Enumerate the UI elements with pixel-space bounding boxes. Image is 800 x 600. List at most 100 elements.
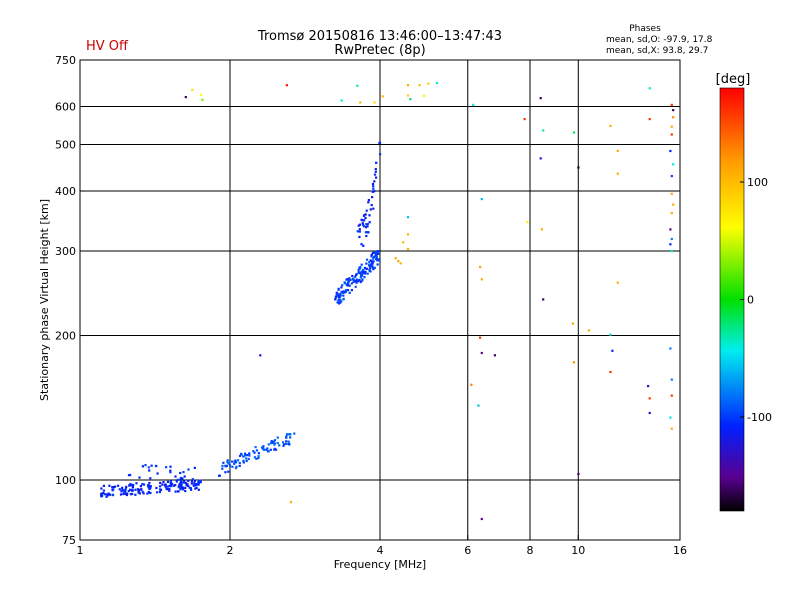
data-point	[402, 241, 405, 244]
data-point	[285, 436, 288, 439]
data-point	[358, 235, 361, 239]
data-point	[221, 467, 224, 470]
data-point	[669, 228, 672, 231]
data-point	[364, 267, 367, 270]
data-point	[358, 266, 361, 269]
data-point	[200, 93, 203, 96]
data-point	[435, 81, 438, 85]
data-point	[190, 482, 193, 485]
data-point	[368, 267, 372, 270]
data-point	[184, 481, 187, 484]
data-point	[375, 161, 378, 164]
data-point	[128, 484, 131, 487]
data-point	[221, 464, 224, 467]
data-point	[257, 455, 260, 458]
data-point	[233, 460, 236, 463]
data-point	[336, 291, 339, 294]
data-point	[365, 234, 368, 238]
hv-status-label: HV Off	[86, 39, 129, 54]
data-point	[672, 163, 675, 166]
data-point	[225, 464, 228, 467]
data-point	[237, 459, 240, 462]
data-point	[248, 454, 251, 457]
data-point	[147, 484, 150, 487]
data-point	[276, 436, 279, 439]
data-point	[348, 291, 351, 294]
data-point	[245, 459, 248, 463]
data-point	[147, 491, 150, 494]
data-point	[131, 488, 134, 491]
data-point	[347, 281, 350, 284]
data-point	[363, 219, 366, 222]
data-point	[349, 278, 352, 281]
data-point	[134, 493, 137, 496]
y-tick-label: 400	[55, 185, 76, 198]
data-point	[129, 482, 132, 486]
colorbar-tick-label: -100	[747, 411, 772, 424]
x-tick-label: 16	[673, 544, 687, 557]
data-point	[108, 484, 111, 487]
data-point	[169, 480, 172, 483]
data-point	[378, 141, 382, 144]
data-point	[247, 457, 250, 461]
data-point	[180, 486, 183, 489]
data-point	[359, 101, 362, 104]
data-point	[376, 250, 379, 254]
data-point	[374, 170, 377, 173]
data-point	[262, 448, 265, 451]
data-point	[361, 219, 364, 222]
y-axis-ticks: 75 100 200 300 400 500 600 750	[55, 54, 85, 547]
data-point	[106, 494, 109, 497]
data-point	[409, 98, 412, 101]
data-point	[366, 231, 369, 234]
data-point	[259, 354, 262, 357]
data-point	[285, 435, 288, 438]
data-point	[224, 471, 227, 474]
stats-line-x: mean, sd,X: 93.8, 29.7	[606, 46, 708, 56]
data-point	[187, 484, 190, 488]
data-point	[102, 484, 105, 487]
data-point	[245, 454, 249, 457]
data-point	[244, 452, 247, 455]
data-point	[187, 479, 190, 483]
x-tick-label: 1	[77, 544, 84, 557]
data-point	[282, 441, 285, 444]
data-point	[354, 275, 357, 278]
data-point	[373, 255, 376, 259]
data-point	[179, 488, 182, 491]
data-point	[253, 451, 256, 454]
colorbar-tick-label: 0	[747, 294, 754, 307]
data-point	[194, 484, 197, 487]
data-point	[102, 492, 105, 495]
data-point	[360, 270, 363, 273]
data-point	[340, 300, 343, 303]
data-point	[287, 440, 290, 443]
data-point	[235, 465, 238, 468]
data-point	[285, 442, 288, 445]
data-point	[648, 397, 651, 400]
data-point	[609, 124, 612, 127]
data-point	[233, 462, 236, 465]
data-point	[134, 488, 137, 491]
data-point	[381, 95, 384, 98]
data-point	[647, 385, 650, 388]
data-point	[609, 333, 612, 336]
y-tick-label: 200	[55, 330, 76, 343]
data-point	[141, 483, 144, 486]
data-point	[480, 278, 483, 281]
data-point	[523, 118, 526, 121]
data-point	[672, 116, 675, 119]
data-point	[337, 294, 340, 297]
data-point	[188, 486, 191, 489]
data-point	[348, 277, 351, 280]
data-point	[174, 484, 177, 487]
data-point	[255, 457, 258, 460]
stats-heading: Phases	[629, 24, 661, 34]
data-point	[358, 228, 361, 231]
data-point	[480, 198, 483, 201]
data-point	[367, 199, 370, 202]
data-point	[170, 483, 173, 486]
data-point	[406, 233, 410, 236]
data-point	[140, 488, 143, 491]
data-point	[107, 492, 110, 495]
